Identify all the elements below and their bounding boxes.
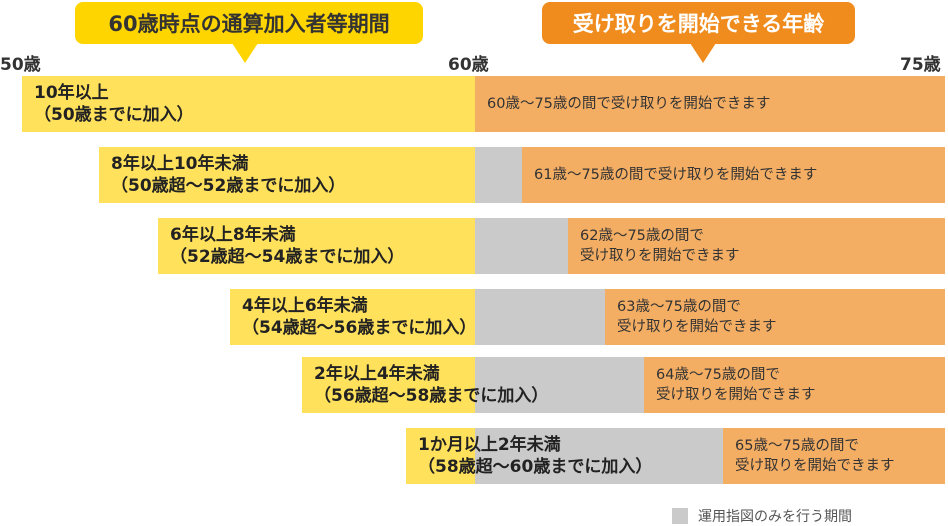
contribution-bar: 8年以上10年未満 （50歳超～52歳までに加入）	[99, 147, 475, 203]
header-contribution-pointer	[232, 43, 258, 63]
start-age-label: 61歳～75歳の間で受け取りを開始できます	[534, 167, 818, 183]
contribution-bar: 6年以上8年未満 （52歳超～54歳までに加入）	[158, 218, 475, 274]
start-age-bar	[568, 218, 945, 274]
start-age-bar	[522, 147, 945, 203]
period-label: 10年以上 （50歳までに加入）	[34, 83, 194, 125]
start-age-bar	[644, 357, 945, 413]
legend: 運用指図のみを行う期間	[672, 506, 852, 526]
contribution-bar	[302, 357, 475, 413]
operation-only-bar	[475, 147, 522, 203]
start-age-label: 64歳～75歳の間で 受け取りを開始できます	[656, 367, 816, 403]
period-label: 2年以上4年未満 （56歳超～58歳までに加入）	[314, 364, 549, 406]
period-label: 6年以上8年未満 （52歳超～54歳までに加入）	[170, 225, 405, 267]
legend-gray-swatch	[672, 508, 688, 524]
start-age-bar	[475, 76, 945, 132]
contribution-bar	[406, 428, 475, 484]
operation-only-bar	[475, 357, 644, 413]
start-age-label: 65歳～75歳の間で 受け取りを開始できます	[735, 438, 895, 474]
start-age-bar	[723, 428, 945, 484]
start-age-bar	[605, 289, 945, 345]
header-contribution-period: 60歳時点の通算加入者等期間	[75, 2, 423, 44]
legend-label: 運用指図のみを行う期間	[698, 509, 852, 525]
operation-only-bar	[475, 289, 605, 345]
start-age-label: 62歳～75歳の間で 受け取りを開始できます	[580, 228, 740, 264]
contribution-bar: 10年以上 （50歳までに加入）	[22, 76, 475, 132]
axis-label-50: 50歳	[0, 55, 41, 75]
period-label: 1か月以上2年未満 （58歳超～60歳までに加入）	[418, 435, 653, 477]
period-label: 4年以上6年未満 （54歳超～56歳までに加入）	[242, 296, 477, 338]
start-age-label: 60歳～75歳の間で受け取りを開始できます	[487, 96, 771, 112]
header-start-age: 受け取りを開始できる年齢	[542, 2, 855, 44]
operation-only-bar	[475, 428, 723, 484]
axis-label-60: 60歳	[448, 55, 489, 75]
start-age-label: 63歳～75歳の間で 受け取りを開始できます	[617, 299, 777, 335]
operation-only-bar	[475, 218, 568, 274]
header-start-age-pointer	[690, 43, 716, 63]
axis-label-75: 75歳	[900, 55, 941, 75]
period-label: 8年以上10年未満 （50歳超～52歳までに加入）	[111, 154, 346, 196]
contribution-bar: 4年以上6年未満 （54歳超～56歳までに加入）	[230, 289, 477, 345]
